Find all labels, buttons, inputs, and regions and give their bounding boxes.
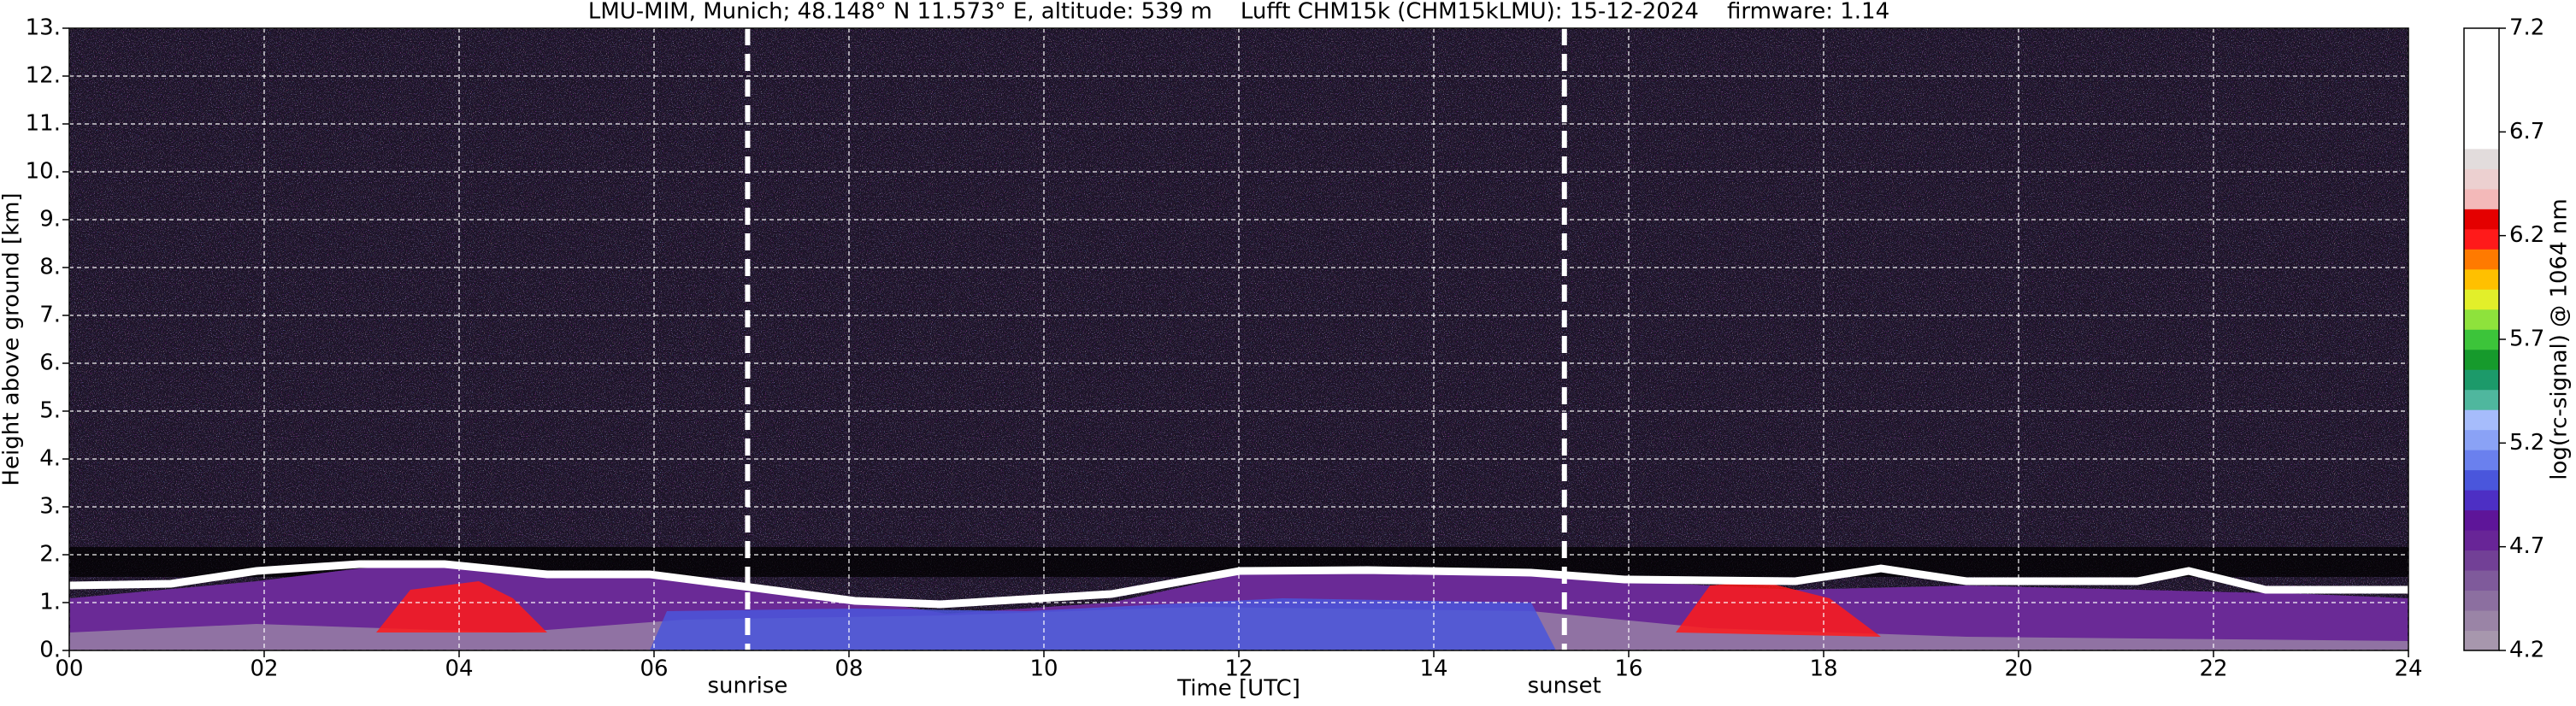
colorbar-swatch: [2464, 369, 2499, 391]
blue-region: [650, 598, 1556, 650]
red-region: [376, 581, 1881, 637]
colorbar-swatch: [2464, 88, 2499, 109]
colorbar-swatch: [2464, 409, 2499, 431]
x-tick-label: 04: [445, 656, 473, 682]
x-tick-label: 14: [1419, 656, 1447, 682]
colorbar-label: log(rc-signal) @ 1064 nm: [2547, 198, 2573, 479]
colorbar-swatch: [2464, 469, 2499, 491]
x-tick-label: 02: [250, 656, 278, 682]
colorbar-swatch: [2464, 228, 2499, 250]
colorbar-swatch: [2464, 530, 2499, 551]
colorbar-swatch: [2464, 128, 2499, 150]
colorbar-swatch: [2464, 68, 2499, 89]
colorbar-swatch: [2464, 188, 2499, 209]
annotation-label: sunrise: [707, 674, 787, 699]
x-tick-label: 16: [1614, 656, 1642, 682]
colorbar-swatch: [2464, 570, 2499, 591]
colorbar-swatch: [2464, 610, 2499, 632]
colorbar-swatch: [2464, 209, 2499, 230]
x-tick-label: 08: [834, 656, 863, 682]
x-tick-label: 24: [2394, 656, 2422, 682]
colorbar-swatch: [2464, 450, 2499, 471]
y-tick-label: 12.: [26, 63, 61, 89]
colorbar-tick-label: 4.2: [2509, 638, 2544, 663]
x-tick-label: 20: [2004, 656, 2032, 682]
annotation-label: sunset: [1528, 674, 1601, 699]
y-tick-label: 10.: [26, 159, 61, 185]
x-tick-label: 22: [2199, 656, 2227, 682]
y-tick-label: 1.: [39, 590, 61, 615]
y-tick-label: 4.: [39, 446, 61, 472]
x-tick-label: 10: [1029, 656, 1058, 682]
y-tick-label: 7.: [39, 303, 61, 328]
y-axis-label: Height above ground [km]: [0, 192, 25, 485]
colorbar-swatch: [2464, 490, 2499, 511]
y-tick-label: 9.: [39, 207, 61, 232]
colorbar-tick-label: 5.2: [2509, 430, 2544, 456]
x-tick-label: 06: [640, 656, 668, 682]
colorbar-swatch: [2464, 249, 2499, 270]
y-tick-label: 13.: [26, 15, 61, 41]
y-tick-label: 2.: [39, 542, 61, 568]
colorbar-swatch: [2464, 389, 2499, 410]
colorbar-swatch: [2464, 289, 2499, 310]
colorbar-swatch: [2464, 509, 2499, 531]
colorbar-swatch: [2464, 590, 2499, 611]
colorbar-tick-label: 7.2: [2509, 15, 2544, 41]
x-tick-label: 18: [1809, 656, 1837, 682]
colorbar-swatch: [2464, 268, 2499, 290]
colorbar-tick-label: 6.7: [2509, 119, 2544, 144]
y-tick-label: 0.: [39, 638, 61, 663]
colorbar-tick-label: 6.2: [2509, 222, 2544, 248]
colorbar-swatch: [2464, 148, 2499, 169]
colorbar-tick-label: 5.7: [2509, 327, 2544, 352]
y-tick-label: 3.: [39, 494, 61, 520]
colorbar-swatch: [2464, 550, 2499, 571]
colorbar-swatch: [2464, 168, 2499, 190]
x-axis-label: Time [UTC]: [1176, 676, 1300, 702]
chart-title: LMU-MIM, Munich; 48.148° N 11.573° E, al…: [588, 0, 1889, 25]
x-tick-label: 00: [55, 656, 83, 682]
y-tick-label: 11.: [26, 111, 61, 137]
cloud-top: [69, 560, 2408, 609]
colorbar-swatch: [2464, 630, 2499, 651]
colorbar-swatch: [2464, 329, 2499, 350]
colorbar-swatch: [2464, 108, 2499, 129]
colorbar-swatch: [2464, 349, 2499, 370]
colorbar-swatch: [2464, 28, 2499, 49]
x-tick-label: 12: [1224, 656, 1253, 682]
colorbar-swatch: [2464, 309, 2499, 330]
colorbar-swatch: [2464, 429, 2499, 450]
y-tick-label: 5.: [39, 398, 61, 424]
y-tick-label: 6.: [39, 350, 61, 376]
y-tick-label: 8.: [39, 255, 61, 280]
colorbar-swatch: [2464, 48, 2499, 69]
colorbar-tick-label: 4.7: [2509, 533, 2544, 559]
